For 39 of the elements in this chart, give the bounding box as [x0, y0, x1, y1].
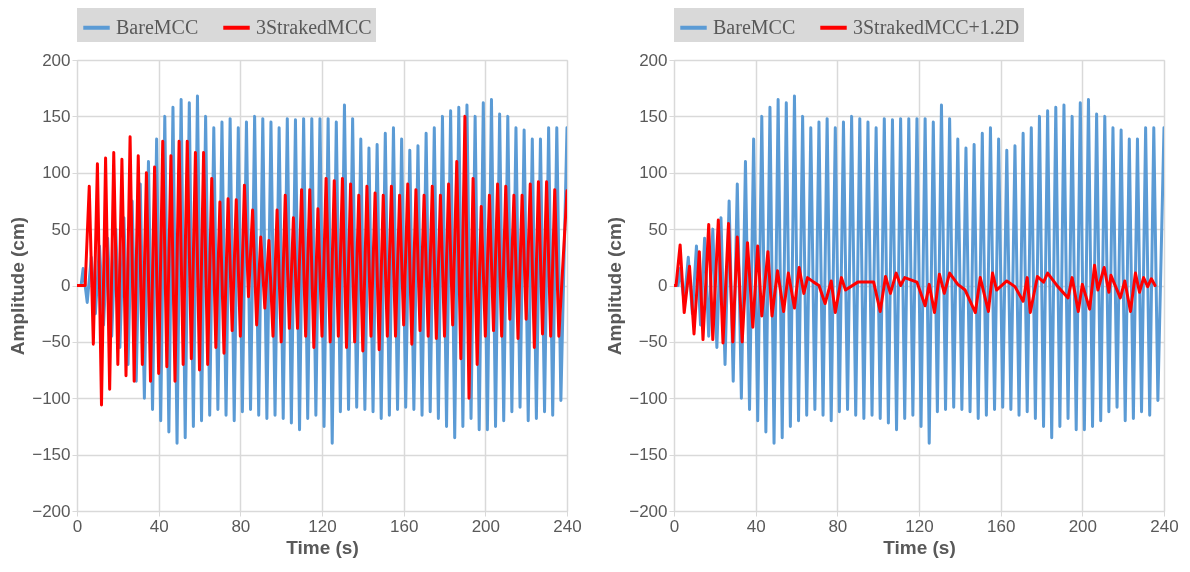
line-series [674, 218, 1157, 345]
y-tick-label: 50 [51, 219, 71, 239]
y-tick-label: −200 [629, 501, 668, 521]
y-tick-label: 200 [639, 50, 668, 70]
legend-label: BareMCC [116, 15, 199, 38]
x-tick-label: 160 [986, 516, 1016, 536]
x-tick-label: 40 [746, 516, 766, 536]
y-tick-label: 0 [658, 276, 668, 295]
y-tick-label: −150 [629, 445, 668, 465]
x-axis-title: Time (s) [286, 536, 359, 558]
y-tick-label: −50 [41, 332, 71, 352]
legend-label: 3StrakedMCC+1.2D [853, 15, 1020, 38]
y-tick-label: −200 [32, 501, 71, 521]
x-tick-label: 120 [905, 516, 934, 536]
x-tick-label: 120 [308, 516, 337, 536]
y-tick-label: −100 [629, 388, 668, 408]
y-tick-label: 0 [61, 276, 71, 295]
x-tick-label: 80 [231, 516, 251, 536]
y-tick-label: 50 [648, 219, 668, 239]
y-tick-label: 100 [639, 163, 668, 183]
legend-label: BareMCC [713, 15, 796, 38]
y-axis-title: Amplitude (cm) [7, 216, 29, 356]
x-tick-label: 200 [1068, 516, 1098, 536]
y-tick-label: −150 [32, 445, 71, 465]
x-tick-label: 160 [389, 516, 419, 536]
y-tick-label: −100 [32, 388, 71, 408]
y-tick-label: 150 [639, 106, 668, 126]
x-tick-label: 240 [1150, 516, 1179, 536]
x-tick-label: 40 [149, 516, 169, 536]
x-tick-label: 240 [553, 516, 582, 536]
x-axis-title: Time (s) [883, 536, 956, 558]
y-tick-label: 150 [42, 106, 71, 126]
legend-label: 3StrakedMCC [256, 15, 372, 38]
x-tick-label: 80 [828, 516, 848, 536]
y-tick-label: −50 [638, 332, 668, 352]
x-tick-label: 200 [471, 516, 501, 536]
y-tick-label: 100 [42, 163, 71, 183]
y-axis-title: Amplitude (cm) [604, 216, 626, 356]
y-tick-label: 200 [42, 50, 71, 70]
